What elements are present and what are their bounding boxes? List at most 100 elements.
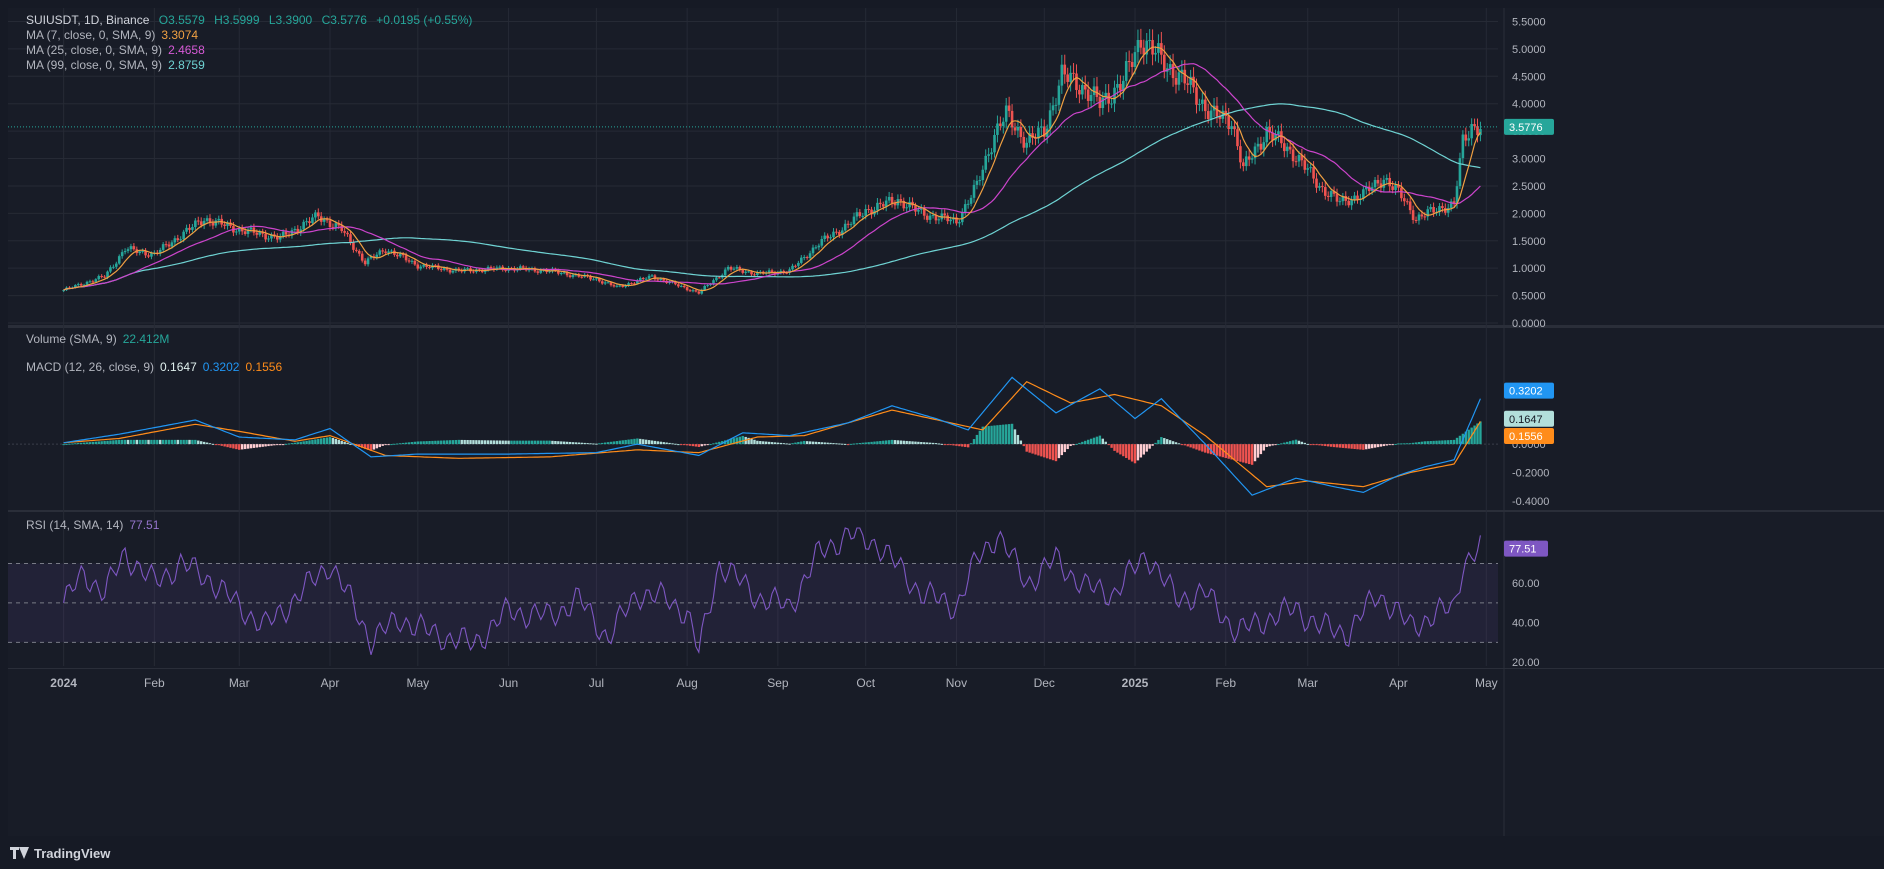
ma25-legend[interactable]: MA (25, close, 0, SMA, 9) 2.4658 [26,42,205,58]
macd-histogram-bar [1002,424,1005,445]
candle-body [82,284,86,286]
candle-body [1288,146,1292,150]
macd-histogram-bar [226,444,229,448]
candle-body [1040,126,1043,128]
candle-body [62,290,65,292]
macd-histogram-bar [776,442,780,445]
macd-histogram-bar [691,444,695,447]
macd-histogram-bar [513,440,516,445]
macd-histogram-bar [372,444,376,450]
macd-histogram-bar [621,440,624,445]
candle-body [890,196,894,204]
macd-histogram-bar [486,440,490,445]
candle-body [805,257,809,259]
macd-histogram-bar [205,442,209,445]
rsi-tick-label: 20.00 [1512,657,1540,669]
candle-body [1373,179,1377,188]
candle-body [679,285,683,287]
chart-area[interactable]: 2024 Feb Mar Apr May Jun Jul Aug Sep Oct Nov Dec 202… [8,8,1884,836]
macd-histogram-bar [530,440,534,445]
candle-body [398,253,402,257]
x-tick-label: Feb [1215,676,1236,690]
macd-histogram-bar [1086,439,1090,445]
symbol-label[interactable]: SUIUSDT, 1D, Binance [26,13,150,27]
candle-body [422,264,425,267]
macd-histogram-bar [1367,444,1371,449]
macd-histogram-bar [442,440,446,445]
macd-histogram-bar [577,442,581,445]
x-tick-label: Sep [767,676,789,690]
macd-histogram-bar [1458,435,1462,445]
macd-histogram-bar [999,424,1002,445]
candle-body [322,219,326,222]
macd-histogram-bar [1362,444,1365,450]
candle-body [922,208,926,216]
brand-label[interactable]: TradingView [34,845,111,861]
volume-legend[interactable]: Volume (SMA, 9) 22.412M [26,331,169,347]
tradingview-logo-icon[interactable] [10,847,29,859]
candle-body [1277,131,1280,135]
macd-histogram-bar [407,442,411,445]
macd-histogram-bar [1341,444,1345,448]
candle-body [1426,209,1430,217]
candle-body [167,244,171,247]
chart-svg[interactable]: 2024 Feb Mar Apr May Jun Jul Aug Sep Oct Nov Dec 202… [8,8,1884,836]
macd-histogram-bar [1447,440,1450,445]
candle-body [700,289,704,294]
macd-histogram-bar [849,443,853,445]
ma99-legend[interactable]: MA (99, close, 0, SMA, 9) 2.8759 [26,57,205,73]
macd-histogram-bar [296,442,300,445]
macd-histogram-bar [1092,437,1096,445]
candle-body [735,267,739,269]
macd-histogram-bar [264,444,267,447]
macd-histogram-bar [940,443,944,445]
macd-histogram-bar [267,444,270,447]
candle-body [141,250,144,252]
candle-body [223,224,226,226]
candle-body [1107,92,1110,104]
candle-body [123,250,127,253]
macd-histogram-bar [1224,444,1227,458]
candle-body [677,284,680,287]
candle-body [1353,195,1356,200]
macd-histogram-bar [293,442,297,445]
candle-body [1206,111,1210,120]
macd-histogram-bar [972,439,976,445]
macd-histogram-bar [481,440,484,445]
candle-body [261,231,264,234]
candle-body [302,221,305,230]
candle-body [595,278,598,280]
ma7-legend[interactable]: MA (7, close, 0, SMA, 9) 3.3074 [26,27,198,43]
macd-legend[interactable]: MACD (12, 26, close, 9) 0.1647 0.3202 0.155… [26,359,282,375]
panel-divider [8,325,1884,328]
rsi-legend[interactable]: RSI (14, SMA, 14) 77.51 [26,517,159,533]
candle-body [229,222,232,226]
macd-histogram-bar [1209,444,1213,455]
macd-histogram-bar [794,442,797,445]
candle-body [390,250,393,252]
macd-histogram-bar [1005,424,1008,445]
macd-histogram-bar [220,444,223,446]
macd-histogram-bar [709,444,712,446]
macd-histogram-bar [747,437,750,445]
candle-body [925,215,929,220]
candle-body [741,269,745,273]
macd-histogram-bar [249,444,253,449]
macd-histogram-bar [305,440,308,445]
candle-body [1028,133,1031,143]
macd-histogram-bar [703,444,706,446]
candle-body [1078,89,1081,95]
candle-body [797,262,800,266]
candle-body [966,203,970,205]
macd-histogram-bar [1455,437,1459,445]
macd-histogram-bar [1148,444,1151,449]
macd-histogram-bar [463,439,466,445]
candle-body [147,255,150,257]
candle-body [1432,207,1435,213]
macd-histogram-bar [1327,444,1330,447]
macd-histogram-bar [568,441,572,445]
macd-histogram-bar [1048,444,1052,460]
macd-histogram-bar [1040,444,1043,457]
macd-histogram-bar [325,437,329,445]
candle-body [1054,104,1058,106]
